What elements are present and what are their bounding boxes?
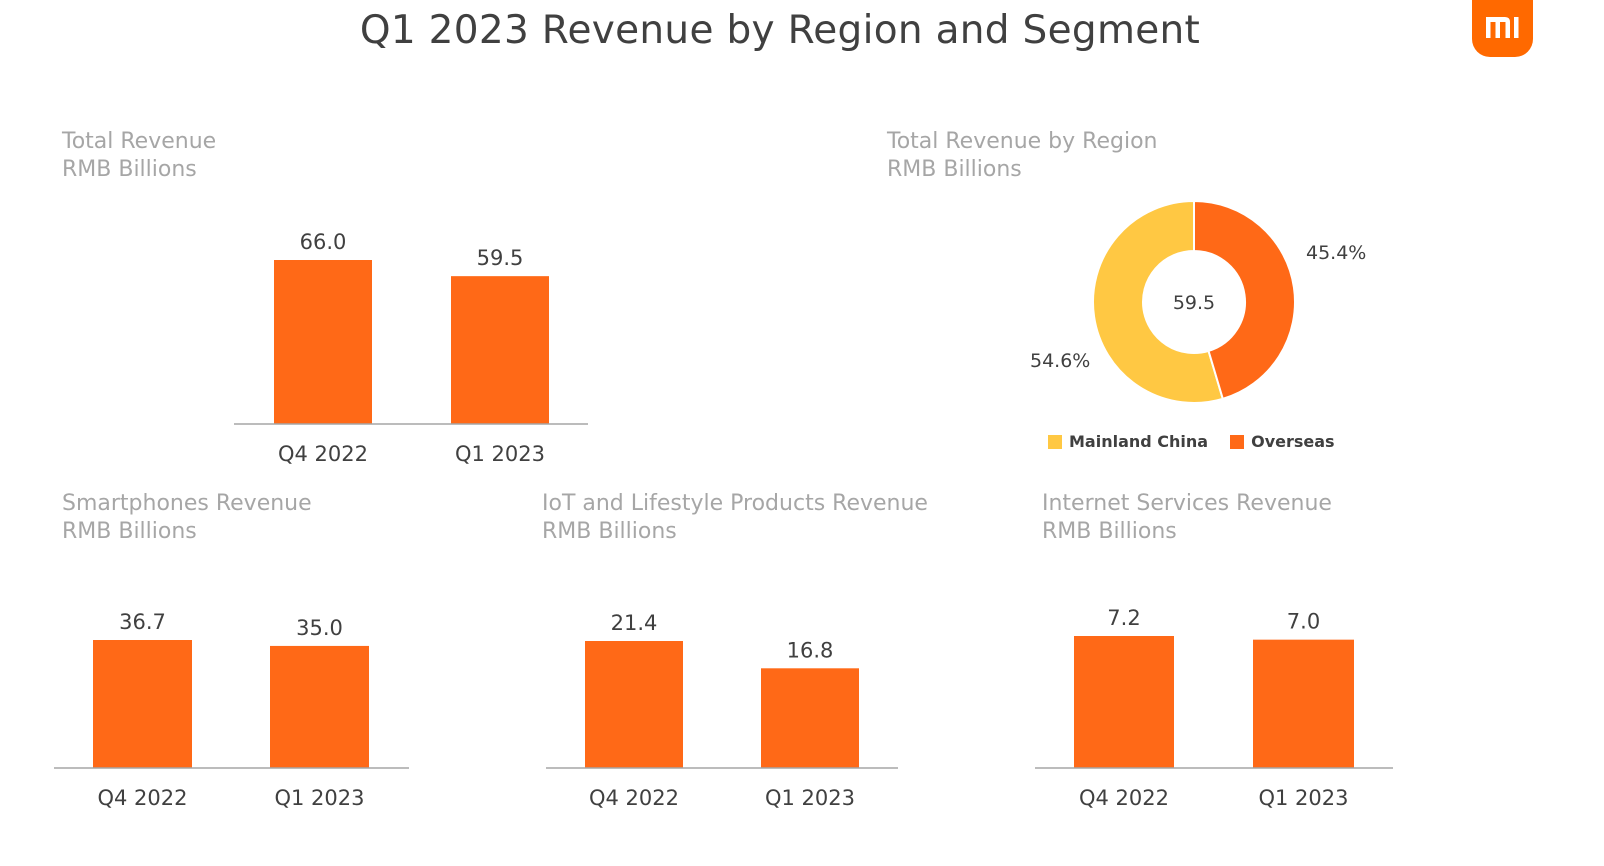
donut-center-label: 59.5 xyxy=(1173,292,1215,314)
internet-subtitle: RMB Billions xyxy=(1042,519,1177,544)
internet-category-label-1: Q4 2022 xyxy=(1079,786,1169,810)
total-value-label-2: 59.5 xyxy=(477,246,524,270)
iot-category-label-2: Q1 2023 xyxy=(765,786,855,810)
internet-heading: Internet Services Revenue RMB Billions xyxy=(1042,490,1332,546)
mi-logo xyxy=(1472,0,1533,57)
smartphones-title: Smartphones Revenue xyxy=(62,491,312,516)
donut-label-overseas: 45.4% xyxy=(1306,242,1366,264)
donut-slice-mainland-china xyxy=(1092,199,1225,404)
total-category-label-2: Q1 2023 xyxy=(455,442,545,466)
internet-bar-2 xyxy=(1253,639,1354,768)
region-title: Total Revenue by Region xyxy=(887,129,1158,154)
total-bar-1 xyxy=(274,260,372,424)
smartphones-category-label-2: Q1 2023 xyxy=(274,786,364,810)
iot-category-label-1: Q4 2022 xyxy=(589,786,679,810)
iot-bar-1 xyxy=(585,641,683,768)
iot-bar-2 xyxy=(761,668,859,768)
total-category-label-1: Q4 2022 xyxy=(278,442,368,466)
iot-title: IoT and Lifestyle Products Revenue xyxy=(542,491,928,516)
total-value-label-1: 66.0 xyxy=(300,230,347,254)
iot-subtitle: RMB Billions xyxy=(542,519,677,544)
legend-swatch-overseas xyxy=(1230,434,1245,449)
page-title: Q1 2023 Revenue by Region and Segment xyxy=(359,8,1201,53)
legend-item-mainland: Mainland China xyxy=(1048,432,1208,451)
region-heading: Total Revenue by Region RMB Billions xyxy=(887,128,1157,184)
internet-value-label-1: 7.2 xyxy=(1107,606,1140,630)
donut-slice-overseas xyxy=(1193,199,1296,401)
smartphones-value-label-1: 36.7 xyxy=(119,610,166,634)
region-subtitle: RMB Billions xyxy=(887,157,1022,182)
legend-swatch-mainland xyxy=(1048,434,1062,449)
internet-category-label-2: Q1 2023 xyxy=(1258,786,1348,810)
smartphones-category-label-1: Q4 2022 xyxy=(97,786,187,810)
donut-label-mainland-china: 54.6% xyxy=(1030,350,1090,372)
legend-item-overseas: Overseas xyxy=(1230,432,1335,451)
smartphones-bar-1 xyxy=(93,640,192,768)
total-revenue-title: Total Revenue xyxy=(62,129,217,154)
iot-heading: IoT and Lifestyle Products Revenue RMB B… xyxy=(542,490,928,546)
internet-bar-1 xyxy=(1074,636,1174,768)
internet-value-label-2: 7.0 xyxy=(1287,610,1320,634)
smartphones-value-label-2: 35.0 xyxy=(296,616,343,640)
total-revenue-heading: Total Revenue RMB Billions xyxy=(62,128,216,184)
region-legend: Mainland China Overseas xyxy=(1048,432,1335,451)
total-bar-2 xyxy=(451,276,549,424)
smartphones-subtitle: RMB Billions xyxy=(62,519,197,544)
smartphones-heading: Smartphones Revenue RMB Billions xyxy=(62,490,312,546)
mi-logo-icon xyxy=(1486,17,1519,38)
iot-value-label-2: 16.8 xyxy=(787,638,834,662)
smartphones-bar-2 xyxy=(270,645,369,768)
iot-value-label-1: 21.4 xyxy=(611,611,658,635)
legend-label-overseas: Overseas xyxy=(1251,432,1335,451)
legend-label-mainland: Mainland China xyxy=(1069,432,1209,451)
total-revenue-subtitle: RMB Billions xyxy=(62,157,197,182)
internet-title: Internet Services Revenue xyxy=(1042,491,1332,516)
